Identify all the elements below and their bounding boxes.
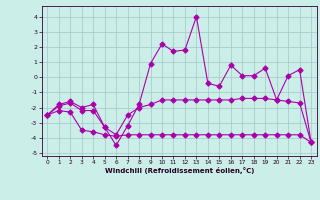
X-axis label: Windchill (Refroidissement éolien,°C): Windchill (Refroidissement éolien,°C) [105, 167, 254, 174]
